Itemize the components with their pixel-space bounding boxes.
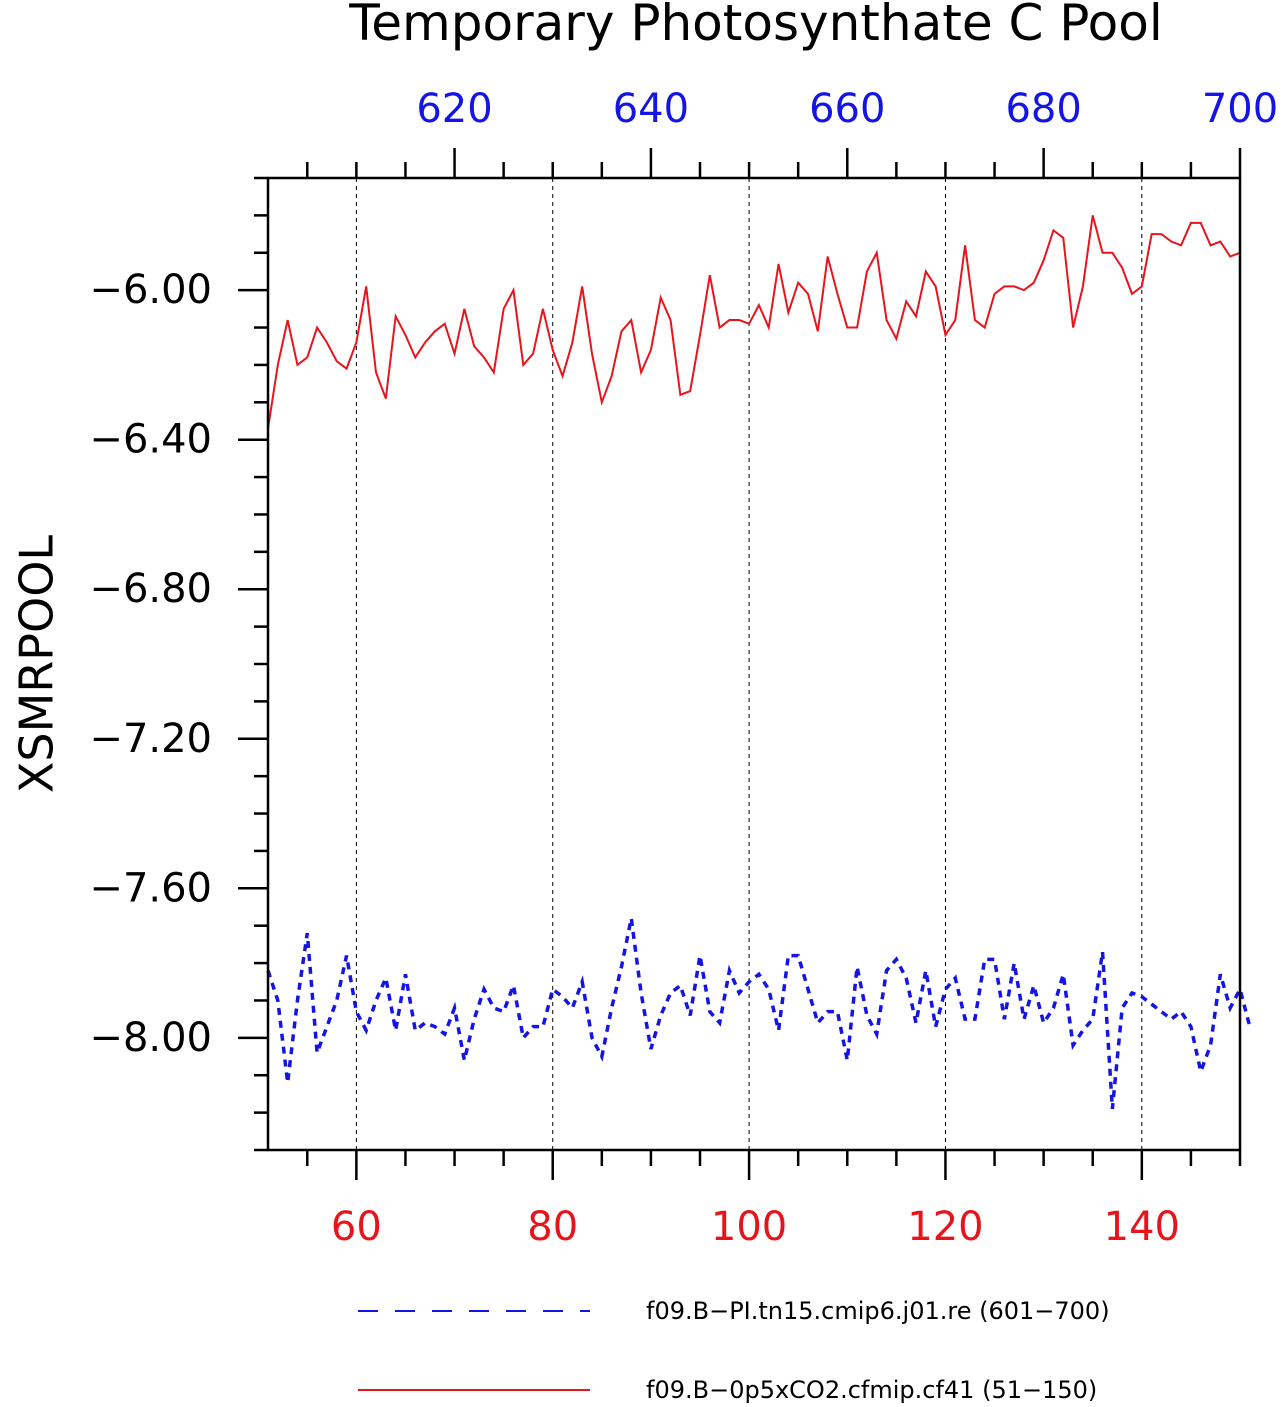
top-x-tick-labels: 620 640 660 680 700: [416, 86, 1278, 132]
legend-label-2: f09.B−0p5xCO2.cfmip.cf41 (51−150): [646, 1376, 1097, 1404]
axis-ticks: [238, 148, 1242, 1180]
y-tick-label: −7.60: [89, 865, 212, 911]
y-axis-label: XSMRPOOL: [10, 535, 64, 794]
top-x-tick-label: 620: [416, 86, 492, 132]
y-tick-label: −8.00: [89, 1015, 212, 1061]
legend-label-1: f09.B−PI.tn15.cmip6.j01.re (601−700): [646, 1297, 1110, 1325]
bottom-x-tick-label: 80: [527, 1204, 578, 1250]
top-x-tick-label: 640: [613, 86, 689, 132]
plot-frame: [266, 176, 1242, 1152]
series-line-1: [266, 917, 1252, 1110]
series-layer: [266, 215, 1252, 1110]
top-x-tick-label: 700: [1202, 86, 1278, 132]
bottom-x-tick-labels: 60 80 100 120 140: [331, 1204, 1180, 1250]
y-tick-labels: −6.00 −6.40 −6.80 −7.20 −7.60 −8.00: [89, 267, 212, 1061]
y-tick-label: −6.00: [89, 267, 212, 313]
y-tick-label: −6.80: [89, 566, 212, 612]
top-x-tick-label: 660: [809, 86, 885, 132]
chart-title: Temporary Photosynthate C Pool: [348, 0, 1162, 52]
series-line-2: [267, 215, 1241, 429]
bottom-x-tick-label: 60: [331, 1204, 382, 1250]
bottom-x-tick-label: 140: [1104, 1204, 1180, 1250]
top-x-tick-label: 680: [1005, 86, 1081, 132]
legend: f09.B−PI.tn15.cmip6.j01.re (601−700) f09.…: [358, 1297, 1110, 1404]
y-tick-label: −7.20: [89, 716, 212, 762]
bottom-x-tick-label: 120: [907, 1204, 983, 1250]
bottom-x-tick-label: 100: [711, 1204, 787, 1250]
y-tick-label: −6.40: [89, 417, 212, 463]
